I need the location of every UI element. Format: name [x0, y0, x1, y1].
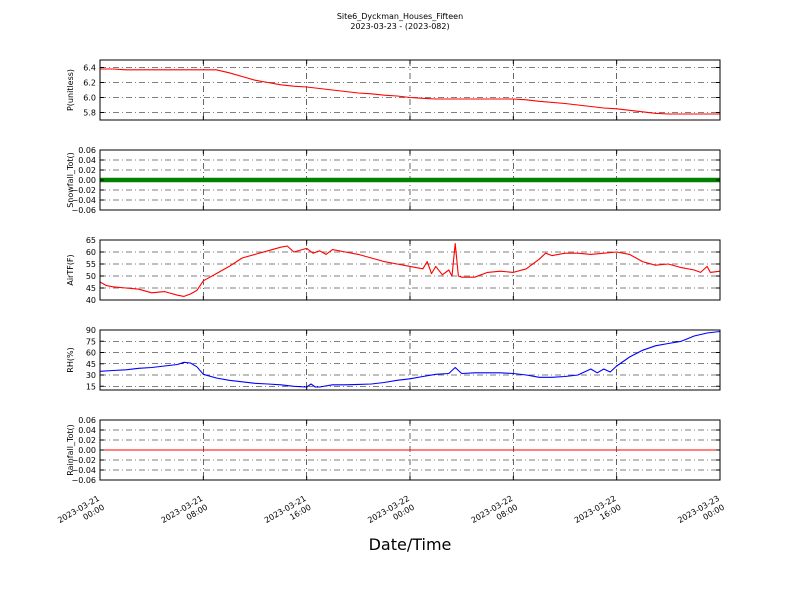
x-tick-labels: 2023-03-2100:00 2023-03-2108:00 2023-03-21…: [56, 494, 726, 534]
y-tick-label: −0.02: [71, 186, 96, 195]
y-tick-label: 55: [86, 260, 96, 269]
chart-subtitle: 2023-03-23 - (2023-082): [350, 22, 449, 31]
y-tick-label: 45: [86, 360, 96, 369]
y-axis-label: Rainfall_Tot(): [66, 424, 75, 476]
y-axis-label: P(unitless): [66, 69, 75, 111]
panel-5: −0.06−0.04−0.020.000.020.040.06Rainfall_…: [66, 416, 721, 485]
x-tick-label: 2023-03-2300:00: [676, 494, 726, 534]
y-tick-label: 0.02: [78, 166, 96, 175]
y-tick-label: 40: [86, 296, 96, 305]
panel-2: −0.06−0.04−0.020.000.020.040.06Snowfall_…: [66, 146, 721, 215]
x-tick-label: 2023-03-2116:00: [263, 494, 313, 534]
y-tick-label: 45: [86, 284, 96, 293]
chart-title: Site6_Dyckman_Houses_Fifteen: [337, 12, 463, 21]
x-tick-label: 2023-03-2216:00: [573, 494, 623, 534]
panel-4: 15 30 45 60 75 90 RH(%): [66, 326, 721, 391]
y-tick-label: 60: [86, 349, 96, 358]
y-tick-label: 15: [86, 382, 96, 391]
y-tick-label: 75: [86, 337, 96, 346]
y-tick-label: 0.00: [78, 176, 96, 185]
y-tick-label: −0.06: [71, 476, 96, 485]
y-axis-label: RH(%): [66, 347, 75, 372]
y-tick-label: 90: [86, 326, 96, 335]
y-tick-label: 50: [86, 272, 96, 281]
y-axis-label: AirTF(F): [66, 254, 75, 285]
y-tick-label: 0.02: [78, 436, 96, 445]
y-tick-label: −0.02: [71, 456, 96, 465]
y-tick-label: −0.06: [71, 206, 96, 215]
y-tick-label: 30: [86, 371, 96, 380]
y-tick-label: 0.04: [78, 156, 96, 165]
x-tick-label: 2023-03-2108:00: [160, 494, 210, 534]
x-axis-label: Date/Time: [369, 535, 452, 554]
y-tick-label: 6.2: [83, 79, 96, 88]
y-tick-label: 65: [86, 236, 96, 245]
y-tick-label: −0.04: [71, 196, 96, 205]
y-tick-label: 6.0: [83, 94, 96, 103]
y-tick-label: 0.04: [78, 426, 96, 435]
y-tick-label: 60: [86, 248, 96, 257]
data-series-line: [100, 330, 720, 388]
data-series-line: [100, 68, 720, 115]
y-tick-label: 6.4: [83, 64, 96, 73]
y-tick-label: −0.04: [71, 466, 96, 475]
y-tick-label: 5.8: [83, 109, 96, 118]
y-axis-label: Snowfall_Tot(): [66, 152, 75, 208]
y-tick-label: 0.06: [78, 146, 96, 155]
data-series-line: [100, 243, 720, 297]
y-tick-label: 0.06: [78, 416, 96, 425]
y-tick-label: 0.00: [78, 446, 96, 455]
panel-3: 40 45 50 55 60 65 AirTF(F): [66, 236, 721, 305]
x-tick-label: 2023-03-2200:00: [366, 494, 416, 534]
panel-1: 5.8 6.0 6.2 6.4 P(unitless): [66, 59, 721, 121]
x-tick-label: 2023-03-2100:00: [56, 494, 106, 534]
x-tick-label: 2023-03-2208:00: [470, 494, 520, 534]
